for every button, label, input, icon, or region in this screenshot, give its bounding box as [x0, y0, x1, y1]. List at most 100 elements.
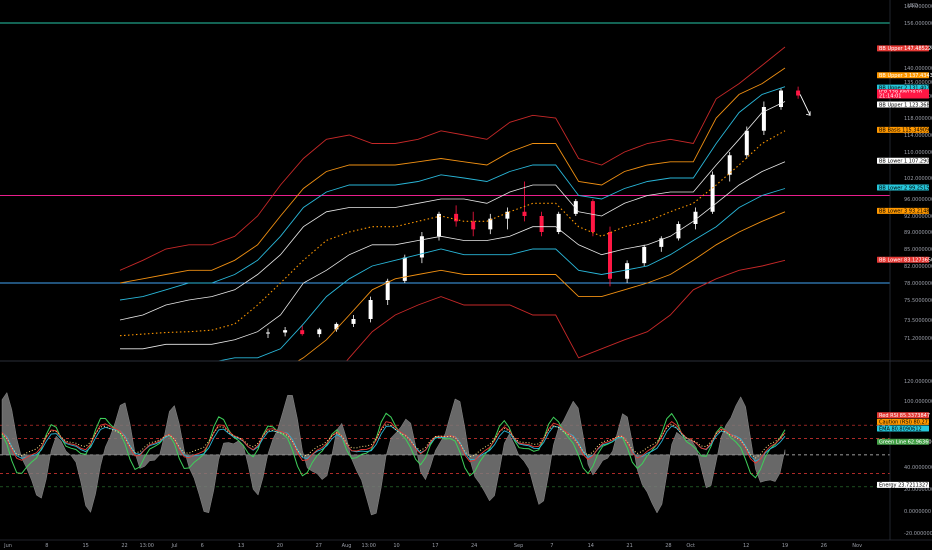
- osc-tag-1-bg: [877, 418, 929, 425]
- price-tag-0: BB Upper 147.4852246: [879, 46, 932, 52]
- price-tag-4: 21:14:01: [879, 93, 901, 99]
- price-tag-4-bg: [877, 92, 929, 99]
- candle-body: [266, 332, 270, 334]
- candle-body: [402, 257, 407, 281]
- time-tick-label: 21: [626, 543, 632, 549]
- time-tick-label: 20: [277, 543, 283, 549]
- candle-body: [693, 211, 698, 224]
- price-tick-label: 82.0000000: [904, 264, 932, 270]
- candle-body: [368, 300, 373, 319]
- price-tag-9: BB Lower 3 93.2148889: [879, 209, 932, 215]
- osc-tick-label: 20.0000000: [904, 487, 932, 493]
- price-tag-7: BB Lower 1 107.2901834: [879, 159, 932, 165]
- candle-body: [351, 319, 356, 324]
- candle-body: [488, 218, 493, 230]
- price-panel[interactable]: [0, 22, 890, 412]
- price-tick-label: 164.0000000: [904, 4, 932, 10]
- price-tag-9-bg: [877, 207, 929, 214]
- time-tick-label: Nov: [852, 543, 862, 549]
- price-tag-2: BB Upper 2 131.4072012: [879, 85, 932, 91]
- time-tick-label: 24: [471, 543, 477, 549]
- candle-body: [761, 107, 766, 131]
- price-tick-label: 118.0000000: [904, 116, 932, 122]
- arrow-head: [805, 111, 811, 116]
- price-tag-8-bg: [877, 184, 929, 191]
- price-tag-8: BB Lower 2 99.2515784: [879, 185, 932, 191]
- bb-upper-2-line: [119, 86, 786, 301]
- candle-body: [505, 211, 510, 219]
- osc-tag-4: Energy 23.7211327: [879, 483, 928, 489]
- currency-label: USD: [907, 3, 918, 9]
- price-tag-7-bg: [877, 157, 929, 164]
- ema-line: [1, 425, 786, 462]
- candle-body: [385, 280, 390, 300]
- price-tag-1: BB Upper 3 137.4343821: [879, 73, 932, 79]
- time-tick-label: Sep: [514, 543, 523, 549]
- price-axis[interactable]: 164.0000000156.0000000148.0000000140.000…: [904, 4, 932, 342]
- candle-body: [744, 130, 749, 156]
- green-line: [1, 412, 786, 479]
- price-tick-label: 135.0000000: [904, 80, 932, 86]
- time-axis[interactable]: Jun 8 15 22 13:00 Jul 6 13 20 27 Aug 13:00 10 17 24 Sep…: [0, 539, 932, 549]
- bb-lower-outer-line: [345, 259, 786, 361]
- time-tick-label: Oct: [686, 543, 695, 549]
- candle-body: [471, 221, 476, 230]
- time-tick-label: 26: [821, 543, 827, 549]
- price-tag-0-bg: [877, 45, 929, 52]
- price-tick-label: 75.5000000: [904, 298, 932, 304]
- time-tick-label: 14: [588, 543, 594, 549]
- price-tick-label: 156.0000000: [904, 21, 932, 27]
- bb-upper-3-line: [119, 67, 786, 284]
- osc-tag-1: Caution (RSI) 80.2710547: [879, 420, 932, 426]
- price-tag-10-bg: [877, 256, 929, 263]
- price-tick-label: 92.0000000: [904, 214, 932, 220]
- candle-body: [590, 201, 595, 232]
- candle-body: [437, 213, 441, 237]
- candle-body: [642, 246, 647, 264]
- time-tick-label: Aug: [342, 543, 352, 549]
- candle-body: [625, 263, 630, 279]
- osc-tick-label: 120.0000000: [904, 379, 932, 385]
- price-tick-label: 71.2000000: [904, 336, 932, 342]
- rsi-line: [1, 421, 786, 464]
- candle-body: [573, 201, 578, 214]
- osc-tag-3: Green Line 62.9636004: [879, 440, 932, 446]
- price-tick-label: 110.0000000: [904, 150, 932, 156]
- price-tick-label: 85.0000000: [904, 247, 932, 253]
- oscillator-axis[interactable]: 120.0000000 100.0000000 40.0000000 20.00000…: [904, 379, 932, 537]
- price-tag-6: BB Basis 115.3490949: [879, 128, 932, 134]
- candle-body: [317, 329, 322, 335]
- osc-tick-label: 100.0000000: [904, 399, 932, 405]
- price-tag-5: BB Upper 1 123.3683966: [879, 102, 932, 108]
- price-tick-label: 78.0000000: [904, 281, 932, 287]
- price-tick-label: 140.0000000: [904, 66, 932, 72]
- time-tick-label: 8: [45, 543, 48, 549]
- price-tag-1-bg: [877, 72, 929, 79]
- osc-tag-4-bg: [877, 481, 929, 488]
- candle-body: [539, 216, 544, 232]
- osc-tick-label: 40.0000000: [904, 465, 932, 471]
- time-tick-label: 28: [665, 543, 671, 549]
- candle-body: [454, 213, 459, 222]
- osc-tag-3-bg: [877, 438, 929, 445]
- time-tick-label: 7: [550, 543, 553, 549]
- price-tag-6-bg: [877, 126, 929, 133]
- time-tick-label: 13:00: [362, 543, 376, 549]
- osc-tag-2-bg: [877, 425, 929, 432]
- price-tick-label: 73.5000000: [904, 318, 932, 324]
- osc-tick-label: 0.0000000: [904, 509, 931, 515]
- time-tick-label: 12: [743, 543, 749, 549]
- price-tag-2-bg: [877, 84, 929, 91]
- bb-upper-1-line: [119, 101, 786, 321]
- oscillator-panel[interactable]: [0, 392, 890, 516]
- caution-dots: [1, 423, 786, 459]
- time-tick-label: 13:00: [140, 543, 154, 549]
- candle-body: [727, 155, 732, 175]
- time-tick-label: 10: [393, 543, 399, 549]
- candle-body: [283, 330, 288, 333]
- price-tag-10: BB Lower 83.1273650: [879, 258, 932, 264]
- time-tick-label: 17: [432, 543, 438, 549]
- osc-tick-label: -20.0000000: [904, 531, 932, 537]
- candle-body: [779, 90, 783, 107]
- price-tick-label: 102.0000000: [904, 176, 932, 182]
